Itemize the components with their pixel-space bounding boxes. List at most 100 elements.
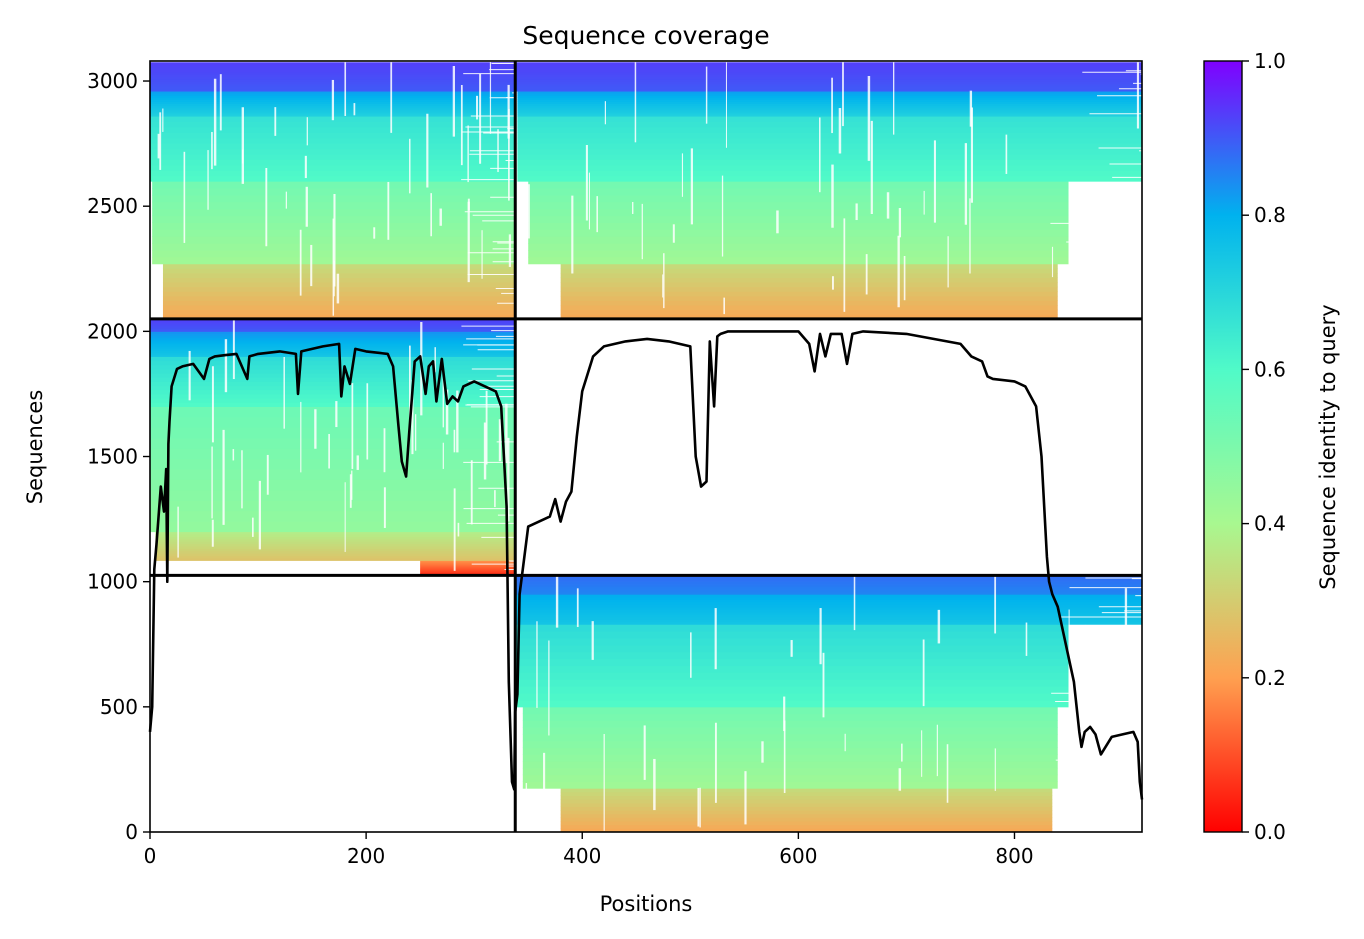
heatmap-band [150,469,516,480]
heatmap-band [155,536,516,540]
heatmap-band [528,256,1069,265]
y-tick-label: 2500 [87,194,138,218]
heatmap-band [155,557,516,561]
heatmap-band [420,562,516,565]
heatmap-band [150,327,516,329]
x-axis-ticks: 0 200 400 600 800 [144,832,1034,868]
heatmap-band [420,564,516,566]
heatmap-band [155,543,516,547]
heatmap-band [515,658,1069,667]
heatmap-band [150,348,516,351]
colorbar-tick-label: 0.8 [1254,203,1286,227]
heatmap-band [420,569,516,571]
heatmap-band [528,181,1069,189]
heatmap-band [515,86,1142,90]
heatmap-band [560,286,1058,292]
heatmap-band [528,194,1069,203]
heatmap-band [528,249,1069,258]
plot-area [150,61,1142,832]
heatmap-band [560,295,1058,301]
heatmap-band [150,350,516,353]
heatmap-band [150,416,516,428]
heatmap-band [515,71,1142,75]
heatmap-band [515,576,1142,580]
heatmap-band [162,263,516,269]
heatmap-band [522,761,1058,769]
coverage-line [148,330,1144,800]
heatmap-band [560,263,1058,269]
heatmap-band [515,624,1069,632]
heatmap-band [528,188,1069,196]
heatmap-band [560,810,1053,815]
heatmap-band [515,693,1069,701]
heatmap-band [150,354,516,357]
heatmap-band [150,319,516,322]
heatmap-band [560,795,1053,800]
heatmap-band [150,170,516,177]
plot-frame [149,60,1143,833]
heatmap-band [517,121,1142,128]
heatmap-band [150,121,516,128]
heatmap-band [150,164,516,171]
x-tick-label: 200 [347,844,385,868]
heatmap-band [515,679,1069,687]
heatmap-gap-lines [157,62,1142,832]
y-tick-label: 2000 [87,319,138,343]
heatmap-band [150,479,516,491]
heatmap-band [515,606,1142,610]
heatmap-band [560,268,1058,274]
heatmap-band [560,813,1053,818]
heatmap-band [517,164,1142,171]
heatmap-band [515,589,1142,592]
colorbar-gradient [1203,60,1243,833]
heatmap-band [517,111,1142,115]
heatmap-band [150,377,516,382]
heatmap-band [515,672,1069,680]
heatmap-band [522,774,1058,782]
x-tick-label: 400 [563,844,601,868]
heatmap-band [515,587,1142,590]
heatmap-band [420,560,516,563]
heatmap-band [517,116,1142,122]
heatmap-band [150,320,516,323]
heatmap-band [560,817,1053,822]
heatmap-band [560,802,1053,807]
heatmap-band [517,126,1142,133]
heatmap-band [560,272,1058,279]
heatmap-band [522,747,1058,755]
colorbar-tick-label: 0.2 [1254,666,1286,690]
colorbar-tick-label: 0.0 [1254,820,1286,844]
heatmap-band [155,546,516,549]
heatmap-band [515,614,1142,618]
heatmap-band [528,208,1069,217]
heatmap-band [150,345,516,349]
heatmap-band [150,148,516,155]
heatmap-band [517,159,1142,166]
heatmap-band [560,314,1058,320]
heatmap-band [150,356,516,362]
heatmap-band [150,393,516,399]
heatmap-band [150,402,516,407]
heatmap-band [528,236,1069,244]
heatmap-band [150,71,516,75]
heatmap-band [150,333,516,337]
heatmap-band [150,69,516,73]
heatmap-band [150,74,516,78]
heatmap-band [515,79,1142,82]
heatmap-band [522,754,1058,762]
heatmap-band [162,314,516,320]
heatmap-band [155,548,516,552]
heatmap-band [150,335,516,339]
heatmap-band [162,309,516,315]
heatmap-band [150,489,516,501]
heatmap-band [560,821,1053,826]
heatmap-band [517,105,1142,109]
heatmap-band [515,581,1142,584]
heatmap-band [515,584,1142,587]
colorbar-tick-label: 1.0 [1254,49,1286,73]
y-tick-label: 1500 [87,445,138,469]
heatmap-band [420,567,516,570]
heatmap-band [515,81,1142,85]
heatmap-band [560,799,1053,804]
